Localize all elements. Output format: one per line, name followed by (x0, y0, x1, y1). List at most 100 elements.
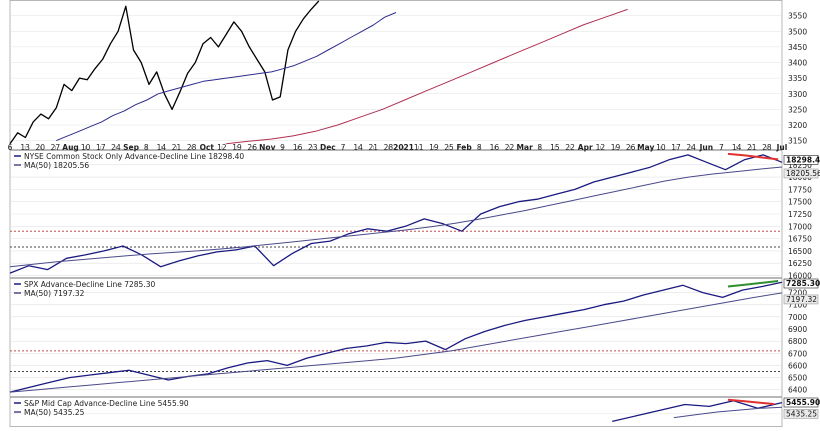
panel-3-y-tick-label: 6600 (788, 361, 807, 370)
x-tick-label: 16 (293, 143, 303, 152)
panel-3-frame (9, 278, 783, 397)
x-tick-label: Mar (517, 143, 534, 152)
x-tick-label: 21 (172, 143, 182, 152)
panel-1-y-tick-label: 3350 (788, 74, 807, 83)
x-tick-label: Feb (456, 143, 472, 152)
x-tick-label: 13 (20, 143, 30, 152)
panel-2-y-tick-label: 18250 (788, 161, 812, 170)
panel-1-ma-series-line (56, 12, 397, 142)
panel-2-y-tick-label: 17500 (788, 198, 812, 207)
panel-2-value-box (783, 168, 819, 179)
x-tick-label: 27 (51, 143, 61, 152)
x-tick-label: 7 (719, 143, 724, 152)
panel-3-value-box (783, 294, 819, 305)
panel-1-ma200-series-line (226, 8, 628, 145)
panel-2-value-label: 18298.40 (786, 155, 820, 164)
x-tick-label: Jul (776, 143, 788, 152)
x-tick-label: 28 (762, 143, 772, 152)
panel-3-value-box (783, 278, 819, 289)
x-tick-label: 25 (444, 143, 454, 152)
x-tick-label: 21 (369, 143, 379, 152)
x-tick-label: Aug (62, 143, 79, 152)
panel-1-y-tick-label: 3450 (788, 43, 807, 52)
panel-1-y-tick-label: 3400 (788, 59, 807, 68)
x-tick-label: 10 (656, 143, 666, 152)
x-tick-label: 24 (686, 143, 696, 152)
panel-3-legend-entry: SPX Advance-Decline Line 7285.30 (24, 280, 155, 289)
x-tick-label: 26 (247, 143, 257, 152)
x-tick-label: 12 (217, 143, 227, 152)
panel-3-y-tick-label: 7200 (788, 289, 807, 298)
x-tick-label: 26 (626, 143, 636, 152)
panel-4-trendline (727, 398, 775, 406)
x-tick-label: 8 (537, 143, 542, 152)
panel-3-y-tick-label: 6900 (788, 325, 807, 334)
panel-2-main-series-line (9, 154, 783, 274)
x-tick-label: 11 (414, 143, 424, 152)
panel-2-trendline (727, 152, 779, 161)
panel-4-main-series-line (612, 400, 783, 423)
x-tick-label: 16 (490, 143, 500, 152)
panel-3-y-tick-label: 6700 (788, 349, 807, 358)
panel-2-y-tick-label: 16750 (788, 235, 812, 244)
panel-2-legend-entry: NYSE Common Stock Only Advance-Decline L… (24, 152, 244, 161)
panel-3-y-tick-label: 6500 (788, 374, 807, 383)
x-tick-label: Oct (200, 143, 215, 152)
panel-2-y-tick-label: 17250 (788, 210, 812, 219)
panel-3-value-label: 7285.30 (786, 279, 820, 288)
panel-3-legend-entry: MA(50) 7197.32 (24, 289, 85, 298)
panel-3-y-tick-label: 7100 (788, 301, 807, 310)
x-tick-label: Apr (578, 143, 593, 152)
x-tick-label: Jun (699, 143, 713, 152)
panel-2-y-tick-label: 16250 (788, 259, 812, 268)
x-tick-label: 24 (111, 143, 121, 152)
panel-1-y-tick-label: 3500 (788, 27, 807, 36)
x-tick-label: 14 (353, 143, 363, 152)
panel-4-ma-series-line (673, 406, 783, 419)
x-tick-label: May (637, 143, 654, 152)
panel-4-value-box (783, 397, 819, 408)
panel-1-y-tick-label: 3300 (788, 90, 807, 99)
panel-3-y-tick-label: 7000 (788, 313, 807, 322)
x-tick-label: 19 (429, 143, 439, 152)
panel-1-y-tick-label: 3150 (788, 137, 807, 146)
panel-3-trendline (727, 280, 779, 288)
panel-1-main-series-line (9, 0, 320, 145)
x-tick-label: Sep (123, 143, 139, 152)
x-tick-label: Nov (259, 143, 275, 152)
x-tick-label: 28 (187, 143, 197, 152)
panel-1-frame (9, 0, 783, 150)
panel-2-value-label: 18205.56 (786, 169, 820, 178)
panel-1-y-tick-label: 3200 (788, 121, 807, 130)
x-tick-label: 14 (732, 143, 742, 152)
chart-panels: 3550 3500 3450 3400 3350 3300 3250 3200 3150 1825… (8, 0, 820, 427)
panel-4-value-label: 5435.25 (786, 409, 817, 418)
x-tick-label: 22 (505, 143, 515, 152)
panel-4-value-label: 5455.90 (786, 398, 820, 407)
x-tick-label: 23 (308, 143, 318, 152)
panel-4-legend-entry: S&P Mid Cap Advance-Decline Line 5455.90 (24, 399, 189, 408)
panel-4-legend-entry: MA(50) 5435.25 (24, 408, 85, 417)
panel-2-y-tick-label: 17750 (788, 185, 812, 194)
x-tick-label: 19 (232, 143, 242, 152)
panel-4-value-box (783, 409, 819, 419)
x-tick-label: 12 (596, 143, 606, 152)
panel-1-y-tick-label: 3550 (788, 12, 807, 21)
x-tick-label: 28 (384, 143, 394, 152)
x-tick-label: 22 (565, 143, 575, 152)
x-tick-label: 9 (280, 143, 285, 152)
panel-3-main-series-line (9, 281, 783, 393)
panel-3-y-tick-label: 6800 (788, 337, 807, 346)
panel-1-y-tick-label: 3250 (788, 105, 807, 114)
x-tick-label: 7 (341, 143, 346, 152)
x-tick-label: 21 (747, 143, 757, 152)
panel-3-y-tick-label: 6400 (788, 386, 807, 395)
x-tick-label: 10 (81, 143, 91, 152)
x-tick-label: Dec (320, 143, 336, 152)
x-tick-label: 8 (477, 143, 482, 152)
panel-2-legend-entry: MA(50) 18205.56 (24, 161, 89, 170)
panel-2-y-tick-label: 16500 (788, 247, 812, 256)
